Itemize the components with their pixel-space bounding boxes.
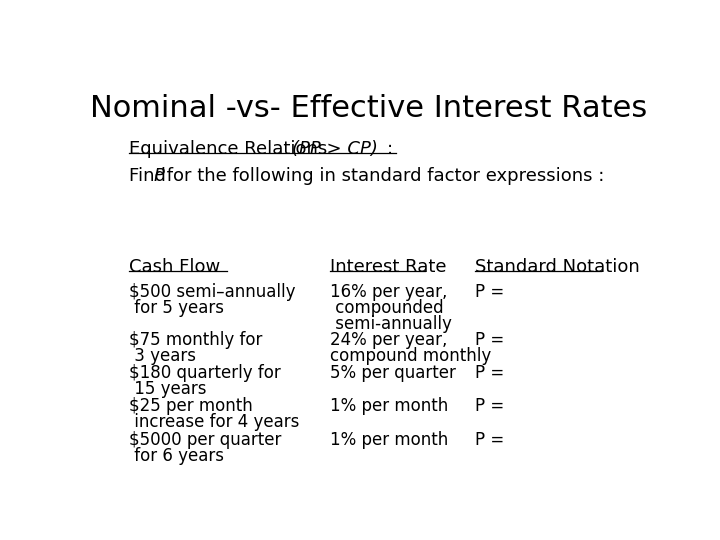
Text: Cash Flow: Cash Flow	[129, 258, 220, 276]
Text: for 6 years: for 6 years	[129, 447, 224, 464]
Text: P =: P =	[475, 364, 504, 382]
Text: 1% per month: 1% per month	[330, 397, 448, 415]
Text: :: :	[387, 140, 393, 158]
Text: $75 monthly for: $75 monthly for	[129, 331, 262, 349]
Text: Equivalence Relations: Equivalence Relations	[129, 140, 333, 158]
Text: P =: P =	[475, 397, 504, 415]
Text: 15 years: 15 years	[129, 380, 207, 398]
Text: (PP > CP): (PP > CP)	[292, 140, 378, 158]
Text: P: P	[153, 167, 164, 185]
Text: P =: P =	[475, 283, 504, 301]
Text: $500 semi–annually: $500 semi–annually	[129, 283, 296, 301]
Text: compound monthly: compound monthly	[330, 347, 491, 364]
Text: Find: Find	[129, 167, 171, 185]
Text: 5% per quarter: 5% per quarter	[330, 364, 456, 382]
Text: for 5 years: for 5 years	[129, 299, 224, 317]
Text: increase for 4 years: increase for 4 years	[129, 413, 300, 431]
Text: Nominal -vs- Effective Interest Rates: Nominal -vs- Effective Interest Rates	[91, 94, 647, 123]
Text: 16% per year,: 16% per year,	[330, 283, 447, 301]
Text: P =: P =	[475, 431, 504, 449]
Text: semi-annually: semi-annually	[330, 315, 452, 333]
Text: Interest Rate: Interest Rate	[330, 258, 446, 276]
Text: Standard Notation: Standard Notation	[475, 258, 640, 276]
Text: 24% per year,: 24% per year,	[330, 331, 447, 349]
Text: $180 quarterly for: $180 quarterly for	[129, 364, 281, 382]
Text: 3 years: 3 years	[129, 347, 196, 364]
Text: 1% per month: 1% per month	[330, 431, 448, 449]
Text: $25 per month: $25 per month	[129, 397, 253, 415]
Text: P =: P =	[475, 331, 504, 349]
Text: $5000 per quarter: $5000 per quarter	[129, 431, 282, 449]
Text: compounded: compounded	[330, 299, 444, 317]
Text: for the following in standard factor expressions :: for the following in standard factor exp…	[161, 167, 604, 185]
